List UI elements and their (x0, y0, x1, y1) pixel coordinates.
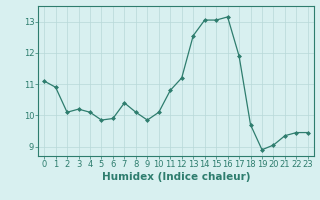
X-axis label: Humidex (Indice chaleur): Humidex (Indice chaleur) (102, 172, 250, 182)
